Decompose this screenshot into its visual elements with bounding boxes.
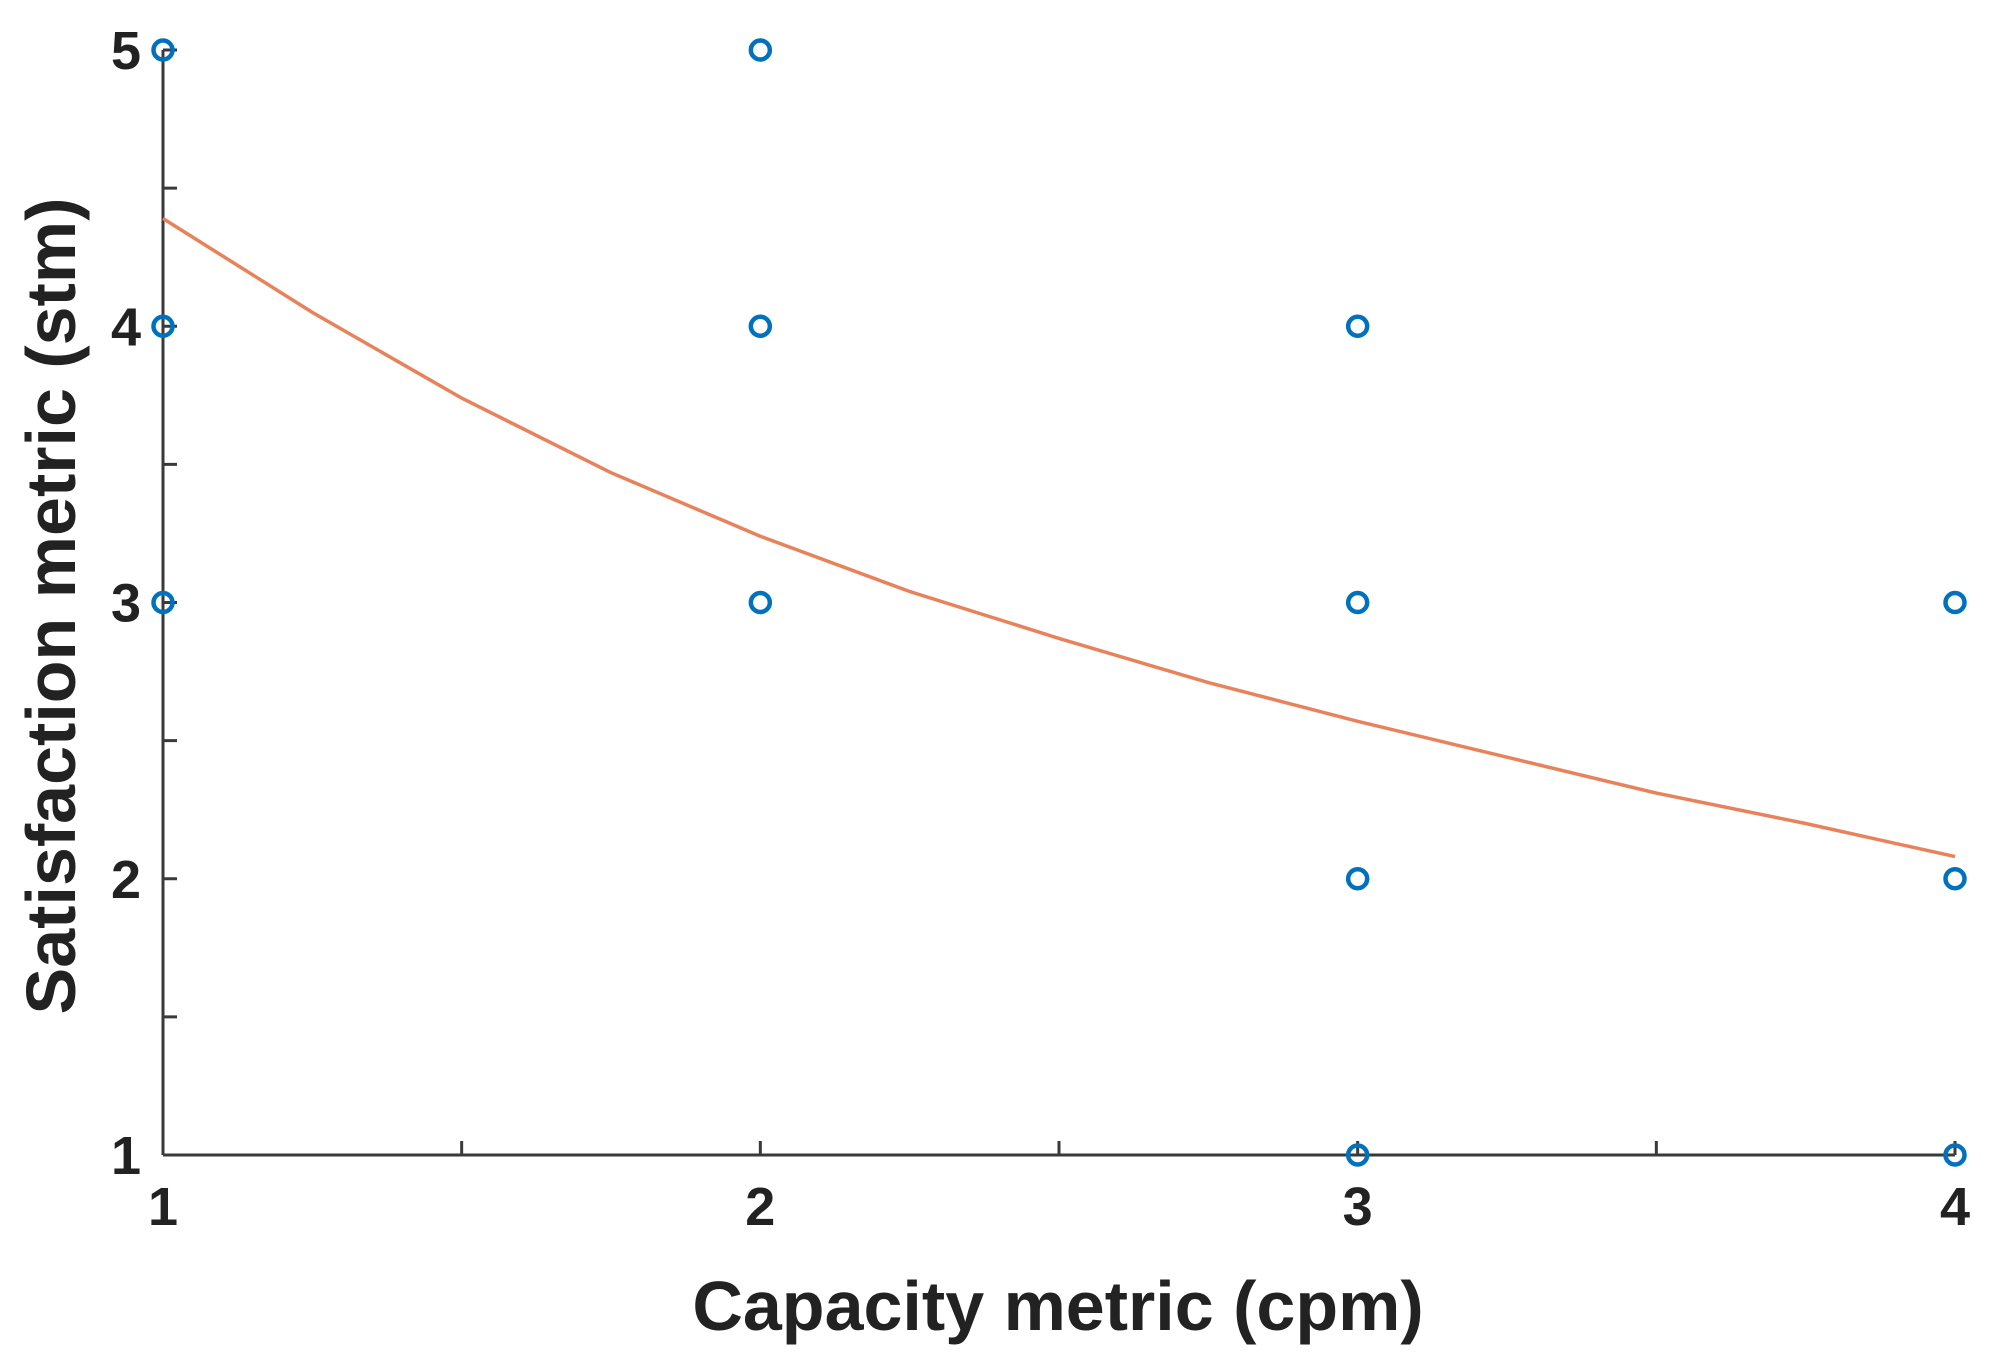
x-tick-label-3: 3	[1343, 1177, 1373, 1237]
data-point	[1943, 867, 1967, 891]
y-tick-label-5: 5	[111, 21, 141, 81]
y-axis-title: Satisfaction metric (stm)	[12, 198, 90, 1015]
y-tick-label-3: 3	[111, 574, 141, 634]
y-tick-label-1: 1	[111, 1126, 141, 1186]
data-point	[1943, 590, 1967, 615]
x-tick-label-4: 4	[1940, 1177, 1970, 1237]
tick-labels-layer: 1 2 3 4 1 2 3 4 5	[111, 21, 1970, 1237]
fit-curve-layer	[162, 217, 1956, 859]
x-tick-label-2: 2	[745, 1177, 775, 1237]
data-point	[151, 38, 175, 62]
y-tick-label-4: 4	[111, 297, 141, 357]
data-points-layer	[151, 38, 1967, 1167]
data-point	[151, 314, 175, 338]
data-point	[1345, 1143, 1370, 1167]
x-axis-title: Capacity metric (cpm)	[692, 1267, 1423, 1345]
data-point	[748, 590, 773, 615]
data-point	[1345, 867, 1370, 891]
axes	[161, 48, 1957, 1157]
y-tick-label-2: 2	[111, 850, 141, 910]
data-point	[1943, 1143, 1967, 1167]
fit-curve	[162, 217, 1956, 859]
x-tick-label-1: 1	[148, 1177, 178, 1237]
data-point	[1345, 590, 1370, 615]
data-point	[748, 314, 773, 338]
data-point	[151, 590, 175, 615]
data-point	[1345, 314, 1370, 338]
data-point	[748, 38, 773, 62]
